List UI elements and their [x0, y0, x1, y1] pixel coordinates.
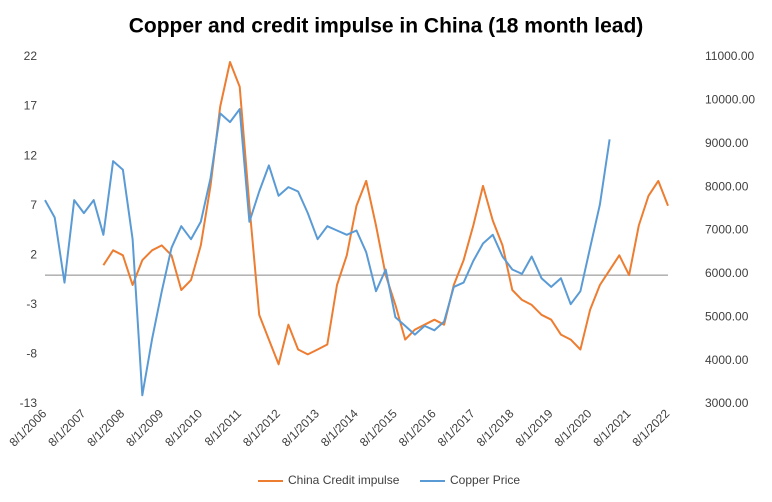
- y-tick-label: 7: [30, 198, 37, 212]
- y2-tick-label: 3000.00: [705, 396, 749, 410]
- y-tick-label: -13: [20, 396, 38, 410]
- x-tick-label: 8/1/2008: [84, 406, 127, 449]
- y2-tick-label: 7000.00: [705, 223, 749, 237]
- x-tick-label: 8/1/2006: [6, 406, 49, 449]
- y-tick-label: -8: [26, 347, 37, 361]
- y2-tick-label: 8000.00: [705, 179, 749, 193]
- y2-tick-label: 11000.00: [705, 49, 754, 63]
- y-tick-label: 2: [30, 247, 37, 261]
- x-tick-label: 8/1/2009: [123, 406, 166, 449]
- series-line: [102, 61, 669, 366]
- y2-tick-label: 5000.00: [705, 309, 749, 323]
- y2-tick-label: 10000.00: [705, 93, 755, 107]
- legend-label: Copper Price: [450, 473, 520, 487]
- x-tick-label: 8/1/2007: [45, 406, 88, 449]
- x-tick-label: 8/1/2013: [279, 406, 322, 449]
- x-tick-label: 8/1/2017: [435, 406, 478, 449]
- x-tick-label: 8/1/2016: [396, 406, 439, 449]
- chart-title: Copper and credit impulse in China (18 m…: [129, 15, 644, 38]
- x-tick-label: 8/1/2022: [629, 406, 672, 449]
- legend-label: China Credit impulse: [288, 473, 400, 487]
- x-tick-label: 8/1/2020: [552, 406, 595, 449]
- y-tick-label: -3: [26, 297, 37, 311]
- x-tick-label: 8/1/2014: [318, 406, 361, 449]
- x-tick-label: 8/1/2012: [240, 406, 283, 449]
- x-tick-label: 8/1/2021: [590, 406, 633, 449]
- y2-tick-label: 9000.00: [705, 136, 749, 150]
- y2-tick-label: 6000.00: [705, 266, 749, 280]
- y-tick-label: 22: [24, 49, 38, 63]
- x-tick-label: 8/1/2015: [357, 406, 400, 449]
- y2-tick-label: 4000.00: [705, 353, 749, 367]
- x-tick-label: 8/1/2011: [202, 406, 245, 449]
- series-line: [44, 108, 611, 397]
- y-tick-label: 17: [24, 99, 38, 113]
- y-tick-label: 12: [24, 148, 38, 162]
- x-tick-label: 8/1/2018: [474, 406, 517, 449]
- x-tick-label: 8/1/2019: [513, 406, 556, 449]
- x-tick-label: 8/1/2010: [162, 406, 205, 449]
